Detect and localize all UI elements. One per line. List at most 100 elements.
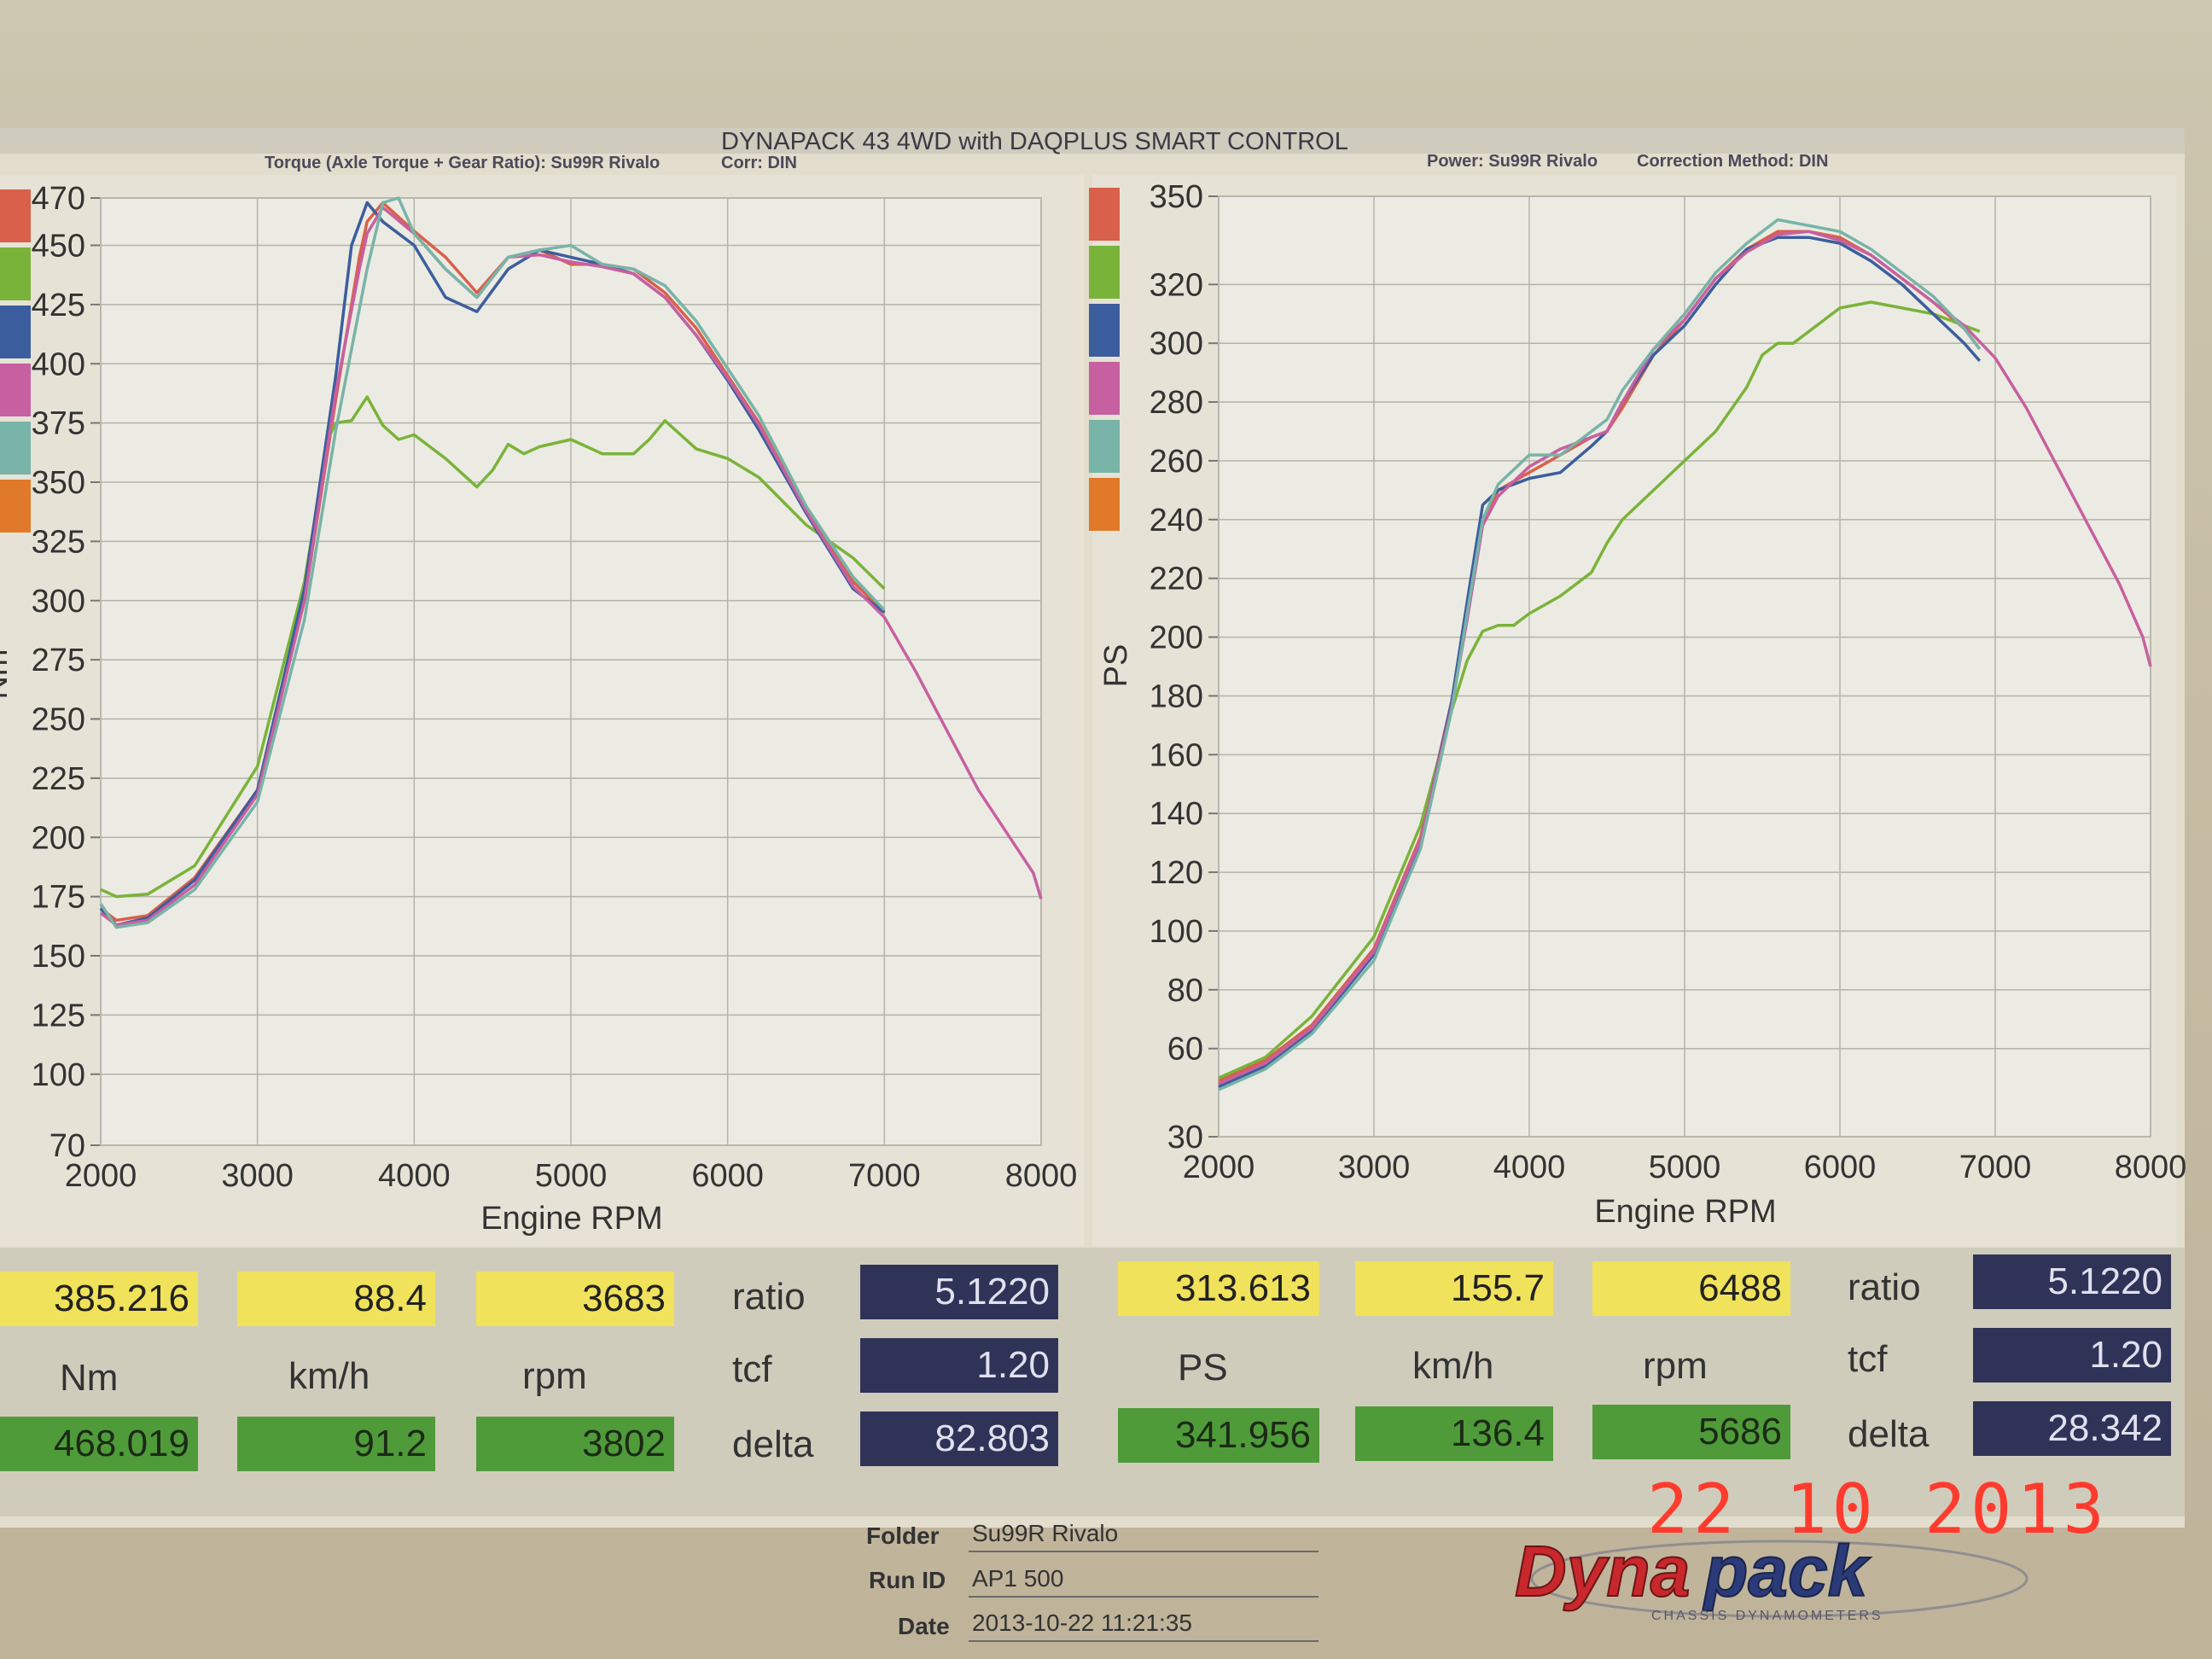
power-tcf-label: tcf: [1848, 1338, 1888, 1380]
torque-readout-value: 385.216: [0, 1272, 198, 1326]
power-y-axis-title: PS: [1098, 644, 1134, 688]
ratio-label: ratio: [732, 1276, 806, 1318]
svg-text:Dyna: Dyna: [1515, 1531, 1690, 1611]
rpm-readout-value: 3683: [476, 1272, 674, 1326]
speed-unit-label: km/h: [288, 1355, 370, 1397]
torque-y-tick-label: 250: [32, 702, 85, 738]
power-y-tick-label: 80: [1167, 973, 1203, 1009]
torque-y-tick-label: 125: [32, 998, 85, 1033]
torque-chart: 2000 3000 4000 5000 6000 7000 8000 70 100 125 150 1…: [0, 181, 1077, 1194]
torque-y-tick-label: 300: [32, 584, 85, 620]
power-chart: 2000 3000 4000 5000 6000 7000 8000 30 60 80 100 120…: [1089, 179, 2186, 1185]
torque-legend-swatch: [0, 247, 31, 300]
dyno-title: DYNAPACK 43 4WD with DAQPLUS SMART CONTR…: [721, 128, 1348, 155]
power-y-tick-label: 240: [1150, 503, 1203, 538]
power-series-line-teal: [1218, 218, 1982, 1091]
power-speed-peak-value: 136.4: [1355, 1406, 1553, 1461]
power-y-tick-label: 260: [1150, 444, 1203, 480]
power-rpm-readout-value: 6488: [1592, 1261, 1790, 1316]
power-y-tick-label: 200: [1150, 620, 1203, 656]
power-y-tick-label: 160: [1150, 737, 1203, 773]
power-y-tick-label: 30: [1167, 1120, 1203, 1155]
torque-legend-swatch: [0, 422, 31, 474]
torque-legend-swatch: [0, 306, 31, 358]
torque-x-tick-label: 6000: [691, 1158, 764, 1194]
power-x-tick-label: 6000: [1804, 1150, 1877, 1185]
tcf-value: 1.20: [860, 1338, 1058, 1393]
torque-x-tick-label: 3000: [221, 1158, 294, 1194]
power-x-axis-title: Engine RPM: [1594, 1194, 1776, 1230]
run-id-value: AP1 500: [969, 1560, 1318, 1598]
torque-y-tick-label: 400: [32, 346, 85, 382]
tcf-label: tcf: [732, 1348, 772, 1390]
power-unit-label: PS: [1178, 1347, 1228, 1388]
left-correction: Corr: DIN: [721, 154, 797, 172]
delta-label: delta: [732, 1423, 814, 1465]
power-y-tick-label: 60: [1167, 1032, 1203, 1068]
dynapack-logo: Dyna pack CHASSIS DYNAMOMETERS: [1514, 1528, 2044, 1634]
power-rpm-unit-label: rpm: [1643, 1345, 1708, 1387]
torque-series-line-pink: [99, 206, 1043, 927]
torque-y-tick-label: 350: [32, 465, 85, 501]
camera-date-stamp: 22 10 2013: [1647, 1470, 2110, 1549]
torque-x-tick-label: 4000: [378, 1158, 451, 1194]
rpm-unit-label: rpm: [522, 1355, 587, 1397]
power-y-tick-label: 300: [1150, 326, 1203, 362]
power-delta-label: delta: [1848, 1413, 1930, 1455]
torque-y-axis-title: Nm: [0, 649, 15, 699]
torque-y-tick-label: 375: [32, 406, 85, 442]
torque-x-tick-label: 5000: [535, 1158, 608, 1194]
power-tcf-value: 1.20: [1973, 1328, 2171, 1382]
power-readout-value: 313.613: [1118, 1261, 1319, 1316]
torque-legend-swatch: [0, 189, 31, 242]
torque-y-tick-label: 470: [32, 181, 85, 217]
power-speed-readout-value: 155.7: [1355, 1261, 1553, 1316]
power-rpm-peak-value: 5686: [1592, 1405, 1790, 1459]
torque-x-tick-label: 8000: [1005, 1158, 1078, 1194]
torque-y-tick-label: 70: [49, 1128, 85, 1164]
delta-value: 82.803: [860, 1412, 1058, 1466]
power-y-tick-label: 350: [1150, 179, 1203, 215]
torque-legend-swatch: [0, 364, 31, 416]
power-ratio-value: 5.1220: [1973, 1254, 2171, 1309]
power-y-tick-label: 280: [1150, 385, 1203, 421]
torque-y-tick-label: 175: [32, 880, 85, 916]
torque-y-tick-label: 325: [32, 524, 85, 560]
rpm-peak-value: 3802: [476, 1417, 674, 1471]
folder-value: Su99R Rivalo: [969, 1515, 1318, 1552]
run-id-label: Run ID: [869, 1567, 946, 1593]
svg-text:CHASSIS DYNAMOMETERS: CHASSIS DYNAMOMETERS: [1651, 1609, 1883, 1623]
power-x-tick-label: 8000: [2115, 1150, 2187, 1185]
power-peak-value: 341.956: [1118, 1408, 1319, 1463]
power-y-tick-label: 320: [1150, 267, 1203, 303]
power-x-tick-label: 5000: [1649, 1150, 1721, 1185]
torque-y-tick-label: 425: [32, 288, 85, 323]
torque-x-axis-title: Engine RPM: [480, 1201, 662, 1237]
power-x-tick-label: 3000: [1338, 1150, 1411, 1185]
power-x-tick-label: 4000: [1493, 1150, 1566, 1185]
power-y-tick-label: 180: [1150, 678, 1203, 714]
power-legend-swatch: [1089, 304, 1120, 357]
speed-peak-value: 91.2: [237, 1417, 435, 1471]
power-legend-swatch: [1089, 420, 1120, 473]
power-y-tick-label: 100: [1150, 914, 1203, 950]
torque-y-tick-label: 200: [32, 820, 85, 856]
power-y-tick-label: 220: [1150, 562, 1203, 597]
torque-legend-swatch: [0, 480, 31, 533]
speed-readout-value: 88.4: [237, 1272, 435, 1326]
left-subtitle: Torque (Axle Torque + Gear Ratio): Su99R…: [265, 154, 660, 172]
torque-x-tick-label: 7000: [848, 1158, 921, 1194]
torque-unit-label: Nm: [60, 1357, 119, 1399]
torque-y-tick-label: 275: [32, 643, 85, 678]
torque-y-tick-label: 150: [32, 939, 85, 975]
power-speed-unit-label: km/h: [1412, 1345, 1494, 1387]
torque-x-tick-label: 2000: [65, 1158, 137, 1194]
torque-frame: [100, 197, 1042, 1146]
torque-y-tick-label: 225: [32, 761, 85, 797]
date-label: Date: [898, 1613, 950, 1639]
power-x-tick-label: 7000: [1959, 1150, 2032, 1185]
ratio-value: 5.1220: [860, 1265, 1058, 1319]
date-value: 2013-10-22 11:21:35: [969, 1604, 1318, 1642]
power-x-tick-label: 2000: [1183, 1150, 1255, 1185]
